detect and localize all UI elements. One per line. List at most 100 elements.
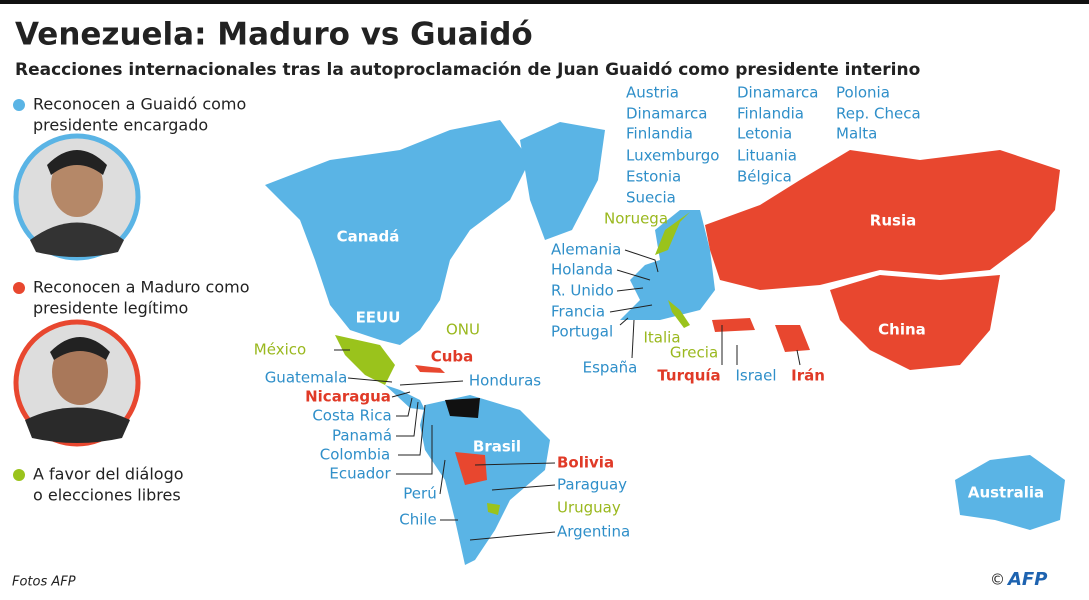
venezuela (445, 398, 480, 418)
suit (25, 407, 130, 443)
country-label: Suecia (626, 189, 676, 207)
leader-lines (334, 249, 801, 541)
country-name: Canadá (337, 228, 400, 246)
country-label: Noruega (604, 210, 668, 228)
central-america (385, 385, 425, 410)
country-name: Australia (968, 484, 1044, 502)
country-label: Estonia (626, 168, 681, 186)
leader (469, 531, 556, 541)
country-label: Dinamarca (626, 105, 708, 123)
legend-label: o elecciones libres (33, 486, 181, 505)
leader (347, 377, 393, 383)
hair (50, 337, 110, 360)
country-name: Rusia (870, 212, 916, 230)
country-label: Perú (403, 485, 436, 503)
country-label: Uruguay (557, 499, 621, 517)
subtitle: Reacciones internacionales tras la autop… (15, 60, 920, 80)
legend: Reconocen a Guaidó como presidente encarg… (13, 95, 249, 505)
map (265, 120, 1065, 565)
country-label: Israel (736, 367, 777, 385)
leader (399, 380, 464, 386)
leader (398, 404, 426, 456)
country-label: Cuba (431, 348, 474, 366)
country-label: Turquía (657, 367, 720, 385)
europe (620, 210, 715, 320)
north-america (265, 120, 530, 345)
country-label: Guatemala (265, 369, 348, 387)
labels: Canadá EEUU Brasil Rusia China Australia ONU Mé… (254, 84, 1044, 541)
legend-dot (13, 282, 25, 294)
photos (13, 133, 141, 447)
top-rule (0, 0, 1089, 4)
china (830, 275, 1000, 370)
bolivia (455, 452, 487, 485)
country-label: Argentina (557, 523, 630, 541)
country-label: Colombia (320, 446, 391, 464)
country-label: Alemania (551, 241, 621, 259)
country-label: Bolivia (557, 454, 614, 472)
cuba (415, 365, 445, 373)
country-label: Holanda (551, 261, 613, 279)
country-name: China (878, 321, 926, 339)
afp-logo: AFP (1006, 569, 1047, 590)
country-label: Ecuador (329, 465, 391, 483)
leader (491, 484, 556, 491)
country-label: Costa Rica (312, 407, 391, 425)
legend-label: presidente encargado (33, 116, 208, 135)
legend-label: A favor del diálogo (33, 465, 184, 484)
hair (47, 150, 107, 175)
uruguay (487, 503, 500, 515)
country-label: Finlandia (737, 105, 804, 123)
face (51, 153, 103, 217)
country-label: Polonia (836, 84, 890, 102)
leader (396, 397, 413, 417)
country-name: Brasil (473, 438, 521, 456)
legend-dot (13, 99, 25, 111)
copyright: © (990, 571, 1005, 589)
country-label: Irán (791, 367, 825, 385)
country-label: Bélgica (737, 168, 792, 186)
country-label: Chile (399, 511, 437, 529)
leader (474, 462, 556, 466)
russia (705, 150, 1060, 290)
country-label: Panamá (332, 427, 392, 445)
legend-label: presidente legítimo (33, 299, 188, 318)
leader (439, 459, 446, 495)
mexico (335, 335, 395, 385)
italy (668, 300, 690, 328)
greenland (520, 122, 605, 240)
leader (396, 425, 433, 475)
suit (30, 222, 124, 257)
country-label: Dinamarca (737, 84, 819, 102)
country-label: Honduras (469, 372, 541, 390)
country-label: R. Unido (551, 282, 614, 300)
country-name: EEUU (356, 309, 401, 327)
country-label: Grecia (670, 344, 718, 362)
country-label: Luxemburgo (626, 147, 720, 165)
norway (655, 212, 690, 255)
legend-label: Reconocen a Maduro como (33, 278, 249, 297)
leader (796, 349, 801, 366)
legend-dot (13, 469, 25, 481)
country-label: Portugal (551, 323, 613, 341)
leader (619, 317, 629, 326)
country-label: Malta (836, 125, 877, 143)
leader (391, 391, 411, 398)
title: Venezuela: Maduro vs Guaidó (15, 17, 533, 53)
country-label: Lituania (737, 147, 797, 165)
country-label: Austria (626, 84, 679, 102)
country-label: Francia (551, 303, 605, 321)
country-label: Italia (643, 329, 680, 347)
turkey (712, 318, 755, 332)
country-label: Rep. Checa (836, 105, 921, 123)
leader (616, 269, 651, 281)
face (52, 339, 108, 405)
leader (609, 304, 653, 313)
country-label: España (583, 359, 638, 377)
iran (775, 325, 810, 352)
leader (624, 249, 659, 273)
country-label: Paraguay (557, 476, 627, 494)
country-label: México (254, 341, 306, 359)
